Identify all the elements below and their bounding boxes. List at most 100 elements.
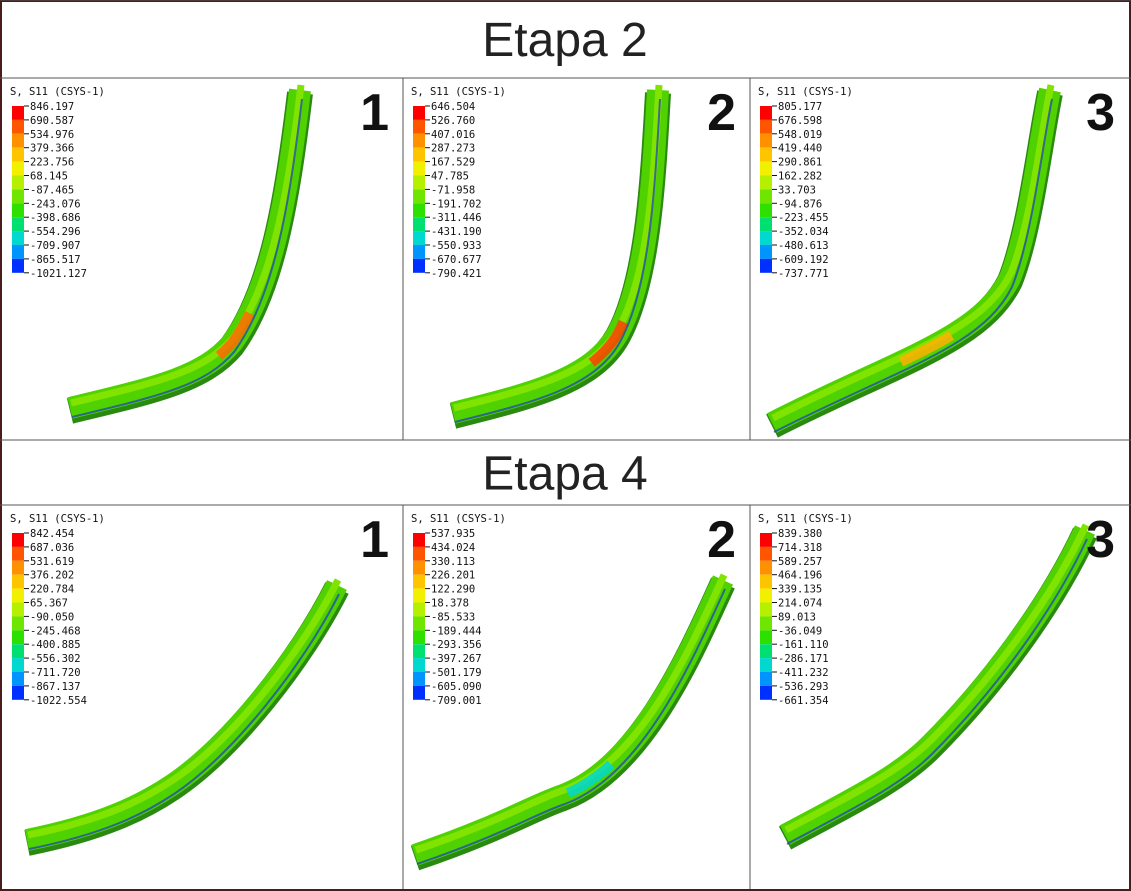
legend-swatch	[12, 561, 24, 575]
legend-value: 846.197	[30, 101, 74, 113]
legend-swatch	[12, 630, 24, 644]
legend-value: 47.785	[431, 171, 469, 183]
legend-swatch	[12, 134, 24, 148]
legend-swatch	[760, 658, 772, 672]
legend-value: 290.861	[778, 157, 822, 169]
legend-value: -245.468	[30, 625, 81, 637]
legend-swatch	[760, 259, 772, 273]
legend-value: -661.354	[778, 695, 829, 707]
legend-swatch	[413, 259, 425, 273]
legend-value: 548.019	[778, 129, 822, 141]
legend-swatch	[760, 189, 772, 203]
legend-swatch	[12, 203, 24, 217]
legend-value: -709.907	[30, 240, 81, 252]
legend-value: 214.074	[778, 598, 822, 610]
legend-value: -398.686	[30, 212, 81, 224]
legend-value: 434.024	[431, 542, 475, 554]
legend-swatch	[12, 217, 24, 231]
legend-title: S, S11 (CSYS-1)	[10, 513, 105, 525]
legend-value: -352.034	[778, 226, 829, 238]
legend-swatch	[12, 245, 24, 259]
legend-value: -790.421	[431, 268, 482, 280]
legend-swatch	[12, 120, 24, 134]
legend-swatch	[760, 603, 772, 617]
legend-value: 122.290	[431, 584, 475, 596]
legend-title: S, S11 (CSYS-1)	[411, 513, 506, 525]
legend-swatch	[12, 162, 24, 176]
legend-value: 531.619	[30, 556, 74, 568]
legend-value: -293.356	[431, 639, 482, 651]
legend-value: -223.455	[778, 212, 829, 224]
legend-value: 65.367	[30, 598, 68, 610]
legend-value: 534.976	[30, 129, 74, 141]
legend-swatch	[413, 616, 425, 630]
legend-swatch	[12, 148, 24, 162]
legend-value: -501.179	[431, 667, 482, 679]
legend-value: -311.446	[431, 212, 482, 224]
legend-swatch	[760, 686, 772, 700]
legend-swatch	[413, 589, 425, 603]
figure: Etapa 21S, S11 (CSYS-1)846.197690.587534…	[0, 0, 1131, 891]
legend-value: 18.378	[431, 598, 469, 610]
legend-value: 223.756	[30, 157, 74, 169]
legend-swatch	[12, 672, 24, 686]
legend-value: 68.145	[30, 171, 68, 183]
panel-number: 2	[707, 84, 736, 142]
legend-swatch	[12, 575, 24, 589]
legend-value: 287.273	[431, 143, 475, 155]
legend-value: 714.318	[778, 542, 822, 554]
legend-value: 376.202	[30, 570, 74, 582]
legend-swatch	[413, 644, 425, 658]
legend-swatch	[760, 120, 772, 134]
legend-swatch	[413, 162, 425, 176]
panel-number: 3	[1086, 84, 1115, 142]
legend-value: -85.533	[431, 611, 475, 623]
legend-value: -554.296	[30, 226, 81, 238]
legend-value: 676.598	[778, 115, 822, 127]
legend-swatch	[413, 686, 425, 700]
legend-swatch	[760, 106, 772, 120]
legend-value: 407.016	[431, 129, 475, 141]
legend-value: -556.302	[30, 653, 81, 665]
legend-swatch	[12, 589, 24, 603]
legend-value: 526.760	[431, 115, 475, 127]
legend-swatch	[413, 672, 425, 686]
legend-swatch	[760, 616, 772, 630]
legend-value: -71.958	[431, 184, 475, 196]
legend-swatch	[760, 217, 772, 231]
legend-swatch	[12, 106, 24, 120]
legend-value: -670.677	[431, 254, 482, 266]
panel-number: 1	[360, 84, 389, 142]
legend-swatch	[760, 134, 772, 148]
legend-swatch	[12, 189, 24, 203]
panel-number: 1	[360, 511, 389, 569]
legend-value: -865.517	[30, 254, 81, 266]
legend-value: -480.613	[778, 240, 829, 252]
legend-swatch	[760, 589, 772, 603]
legend-value: -189.444	[431, 625, 482, 637]
legend-value: 330.113	[431, 556, 475, 568]
legend-value: -1021.127	[30, 268, 87, 280]
legend-value: -400.885	[30, 639, 81, 651]
panel-number: 2	[707, 511, 736, 569]
legend-swatch	[413, 245, 425, 259]
legend-value: -243.076	[30, 198, 81, 210]
legend-value: 464.196	[778, 570, 822, 582]
frame	[1, 1, 1130, 890]
legend-swatch	[760, 630, 772, 644]
legend-value: -711.720	[30, 667, 81, 679]
legend-swatch	[12, 259, 24, 273]
legend-value: -94.876	[778, 198, 822, 210]
legend-value: -161.110	[778, 639, 829, 651]
legend-swatch	[760, 245, 772, 259]
legend-swatch	[760, 547, 772, 561]
legend-swatch	[12, 533, 24, 547]
legend-value: 162.282	[778, 171, 822, 183]
legend-value: 33.703	[778, 184, 816, 196]
legend-value: -191.702	[431, 198, 482, 210]
legend-swatch	[760, 203, 772, 217]
legend-swatch	[413, 120, 425, 134]
legend-swatch	[413, 658, 425, 672]
legend-value: -36.049	[778, 625, 822, 637]
legend-value: 226.201	[431, 570, 475, 582]
